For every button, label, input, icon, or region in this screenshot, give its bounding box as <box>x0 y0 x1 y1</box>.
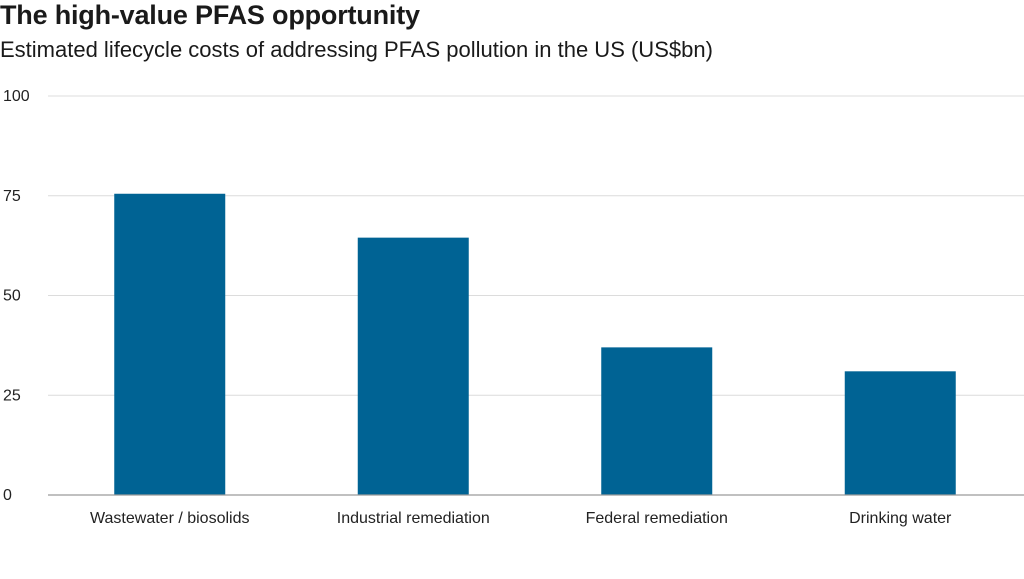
y-tick-label: 25 <box>3 387 21 404</box>
x-tick-label: Wastewater / biosolids <box>90 510 249 527</box>
chart-subtitle: Estimated lifecycle costs of addressing … <box>0 37 713 62</box>
y-tick-label: 0 <box>3 487 12 504</box>
x-tick-label: Drinking water <box>849 510 952 527</box>
y-axis-ticks: 0 25 50 75 100 <box>3 88 30 504</box>
x-tick-label: Federal remediation <box>586 510 728 527</box>
bars <box>114 193 956 495</box>
y-tick-label: 50 <box>3 288 21 305</box>
bar <box>601 347 713 495</box>
y-tick-label: 75 <box>3 188 21 205</box>
x-axis-labels: Wastewater / biosolids Industrial remedia… <box>90 510 952 527</box>
bar <box>114 193 226 495</box>
x-tick-label: Industrial remediation <box>337 510 490 527</box>
bar <box>844 371 956 495</box>
bar <box>357 237 469 495</box>
chart-title: The high-value PFAS opportunity <box>0 0 420 30</box>
y-tick-label: 100 <box>3 88 30 105</box>
